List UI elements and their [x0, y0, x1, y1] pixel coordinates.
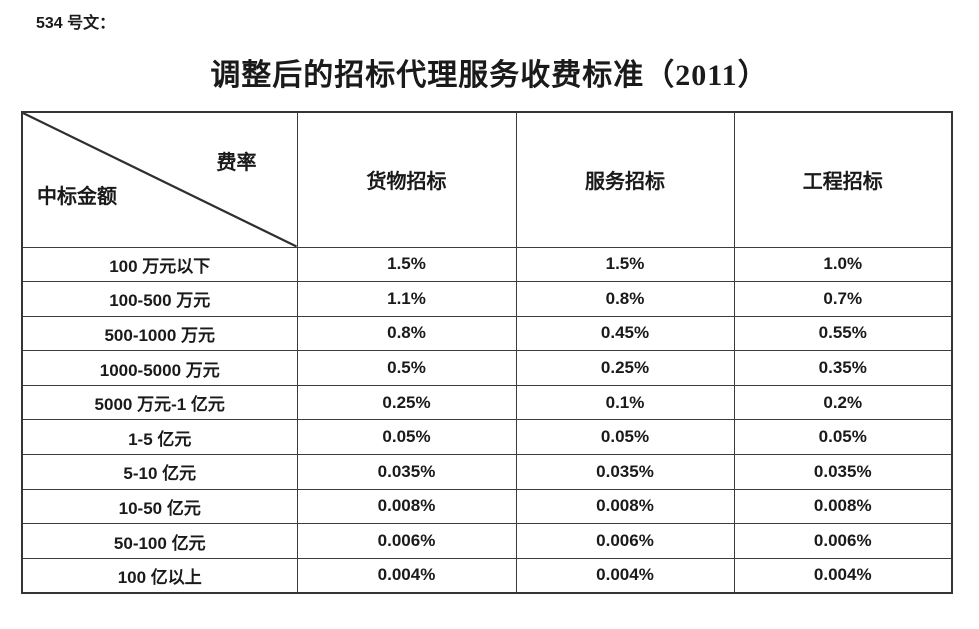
rate-value-cell: 1.5% — [296, 246, 517, 283]
rate-value-cell: 0.55% — [733, 315, 953, 352]
fee-rate-table: 费率 中标金额 货物招标 服务招标 工程招标 100 万元以下 1.5% 1.5% 1… — [21, 111, 953, 594]
row-label-cell: 5000 万元-1 亿元 — [21, 384, 298, 421]
rate-value-cell: 1.0% — [733, 246, 953, 283]
table-row: 100 万元以下 1.5% 1.5% 1.0% — [21, 246, 953, 283]
row-label-cell: 1000-5000 万元 — [21, 350, 298, 386]
rate-value-cell: 0.008% — [515, 488, 735, 525]
rate-value-cell: 0.05% — [296, 419, 517, 456]
table-row: 1-5 亿元 0.05% 0.05% 0.05% — [21, 419, 953, 456]
row-label-cell: 1-5 亿元 — [21, 419, 298, 456]
rate-value-cell: 0.008% — [296, 488, 517, 525]
rate-value-cell: 0.006% — [733, 523, 953, 559]
row-label-cell: 100-500 万元 — [21, 281, 298, 317]
rate-value-cell: 0.05% — [733, 419, 953, 456]
row-label-cell: 10-50 亿元 — [21, 488, 298, 525]
rate-value-cell: 0.25% — [515, 350, 735, 386]
rate-value-cell: 0.8% — [296, 315, 517, 352]
rate-value-cell: 0.006% — [296, 523, 517, 559]
rate-value-cell: 0.004% — [296, 557, 517, 594]
table-row: 100-500 万元 1.1% 0.8% 0.7% — [21, 281, 953, 317]
rate-value-cell: 0.006% — [515, 523, 735, 559]
fee-table-body: 100 万元以下 1.5% 1.5% 1.0% 100-500 万元 1.1% 0.8% 0.… — [21, 246, 953, 594]
diagonal-line-icon — [23, 113, 296, 246]
rate-value-cell: 0.035% — [515, 454, 735, 490]
rate-value-cell: 0.35% — [733, 350, 953, 386]
rate-value-cell: 0.035% — [733, 454, 953, 490]
table-row: 5-10 亿元 0.035% 0.035% 0.035% — [21, 454, 953, 490]
rate-value-cell: 0.05% — [515, 419, 735, 456]
row-label-cell: 5-10 亿元 — [21, 454, 298, 490]
rate-value-cell: 0.2% — [733, 384, 953, 421]
bid-amount-axis-label: 中标金额 — [37, 186, 117, 208]
row-label-cell: 100 万元以下 — [21, 246, 298, 283]
corner-cell: 费率 中标金额 — [21, 111, 298, 248]
table-row: 50-100 亿元 0.006% 0.006% 0.006% — [21, 523, 953, 559]
table-row: 1000-5000 万元 0.5% 0.25% 0.35% — [21, 350, 953, 386]
fee-rate-axis-label: 费率 — [216, 152, 257, 174]
row-label-cell: 100 亿以上 — [21, 557, 298, 594]
table-row: 5000 万元-1 亿元 0.25% 0.1% 0.2% — [21, 384, 953, 421]
row-label-cell: 500-1000 万元 — [21, 315, 298, 352]
document-title: 调整后的招标代理服务收费标准（2011） — [210, 59, 769, 92]
rate-value-cell: 0.5% — [296, 350, 517, 386]
rate-value-cell: 1.5% — [515, 246, 735, 283]
table-row: 100 亿以上 0.004% 0.004% 0.004% — [21, 557, 953, 594]
rate-value-cell: 0.25% — [296, 384, 517, 421]
column-header-goods-bidding: 货物招标 — [296, 111, 517, 248]
doc-number-label: 534 号文： — [36, 15, 116, 32]
table-row: 500-1000 万元 0.8% 0.45% 0.55% — [21, 315, 953, 352]
rate-value-cell: 0.035% — [296, 454, 517, 490]
row-label-cell: 50-100 亿元 — [21, 523, 298, 559]
rate-value-cell: 0.004% — [515, 557, 735, 594]
table-row: 10-50 亿元 0.008% 0.008% 0.008% — [21, 488, 953, 525]
column-header-engineering-bidding: 工程招标 — [733, 111, 953, 248]
rate-value-cell: 0.008% — [733, 488, 953, 525]
rate-value-cell: 0.1% — [515, 384, 735, 421]
column-header-service-bidding: 服务招标 — [515, 111, 735, 248]
rate-value-cell: 0.45% — [515, 315, 735, 352]
rate-value-cell: 0.004% — [733, 557, 953, 594]
header-row: 费率 中标金额 货物招标 服务招标 工程招标 — [21, 111, 953, 248]
rate-value-cell: 0.8% — [515, 281, 735, 317]
rate-value-cell: 0.7% — [733, 281, 953, 317]
rate-value-cell: 1.1% — [296, 281, 517, 317]
